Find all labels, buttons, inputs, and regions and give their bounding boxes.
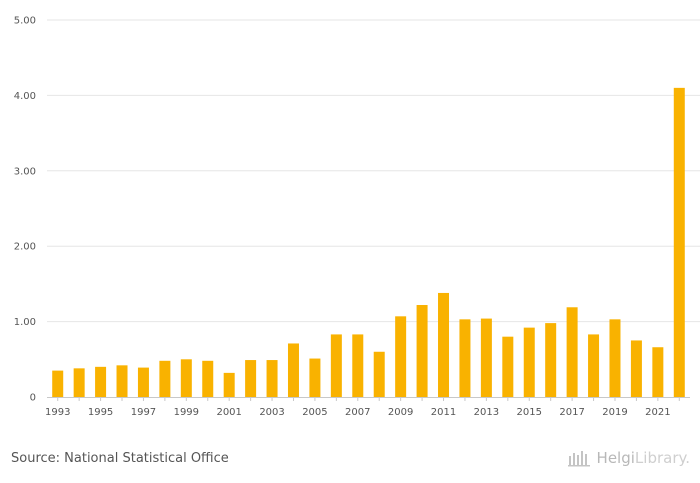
- y-tick-label: 2.00: [14, 242, 36, 253]
- bar: [523, 327, 535, 397]
- x-tick-label: 2011: [431, 407, 456, 418]
- bar: [223, 372, 235, 397]
- y-tick-label: 3.00: [14, 166, 36, 177]
- bar: [287, 343, 299, 397]
- x-tick-label: 1997: [131, 407, 156, 418]
- bar: [309, 358, 321, 397]
- x-tick-label: 2013: [474, 407, 499, 418]
- bar: [438, 292, 450, 397]
- library-logo-icon: [567, 451, 590, 467]
- helgilibrary-logo: Helgi Library.: [567, 449, 690, 467]
- x-tick-label: 2005: [302, 407, 327, 418]
- bar: [116, 365, 128, 397]
- y-tick-label: 1.00: [14, 317, 36, 328]
- x-tick-label: 2007: [345, 407, 370, 418]
- y-tick-label: 5.00: [14, 16, 36, 27]
- bar: [352, 334, 364, 397]
- bar: [652, 347, 664, 397]
- x-tick-label: 2009: [388, 407, 413, 418]
- x-tick-label: 2021: [645, 407, 670, 418]
- bar: [502, 336, 514, 397]
- x-tick-label: 1999: [174, 407, 199, 418]
- bar: [480, 318, 492, 397]
- brand-name: Helgi: [596, 449, 635, 467]
- source-note: Source: National Statistical Office: [11, 451, 229, 466]
- bar-chart: 0 1.00 2.00 3.00 4.00 5.00 1993 1995 1997 1999 200…: [14, 16, 700, 418]
- bar: [245, 360, 257, 397]
- x-tick-label: 1995: [88, 407, 113, 418]
- bar: [330, 334, 342, 397]
- bar: [73, 368, 85, 397]
- bar: [202, 360, 214, 397]
- bar: [159, 360, 171, 397]
- y-tick-label: 0: [30, 393, 36, 404]
- x-tick-label: 2001: [216, 407, 241, 418]
- brand-suffix: Library.: [634, 449, 690, 467]
- bar: [95, 366, 107, 397]
- y-tick-label: 4.00: [14, 91, 36, 102]
- bar: [137, 367, 149, 397]
- bar: [416, 305, 428, 397]
- bar: [395, 316, 407, 397]
- x-tick-label: 2015: [517, 407, 542, 418]
- bar: [609, 319, 621, 397]
- bar: [266, 360, 278, 397]
- bar: [180, 359, 192, 397]
- bar: [52, 370, 64, 397]
- x-tick-label: 1993: [45, 407, 70, 418]
- bar: [673, 87, 685, 398]
- bar: [566, 307, 578, 397]
- bar: [459, 319, 471, 397]
- x-tick-label: 2003: [259, 407, 284, 418]
- bar: [545, 323, 557, 397]
- bar: [588, 334, 600, 397]
- bar: [630, 340, 642, 397]
- x-tick-label: 2017: [559, 407, 584, 418]
- bar: [373, 351, 385, 397]
- x-tick-label: 2019: [602, 407, 627, 418]
